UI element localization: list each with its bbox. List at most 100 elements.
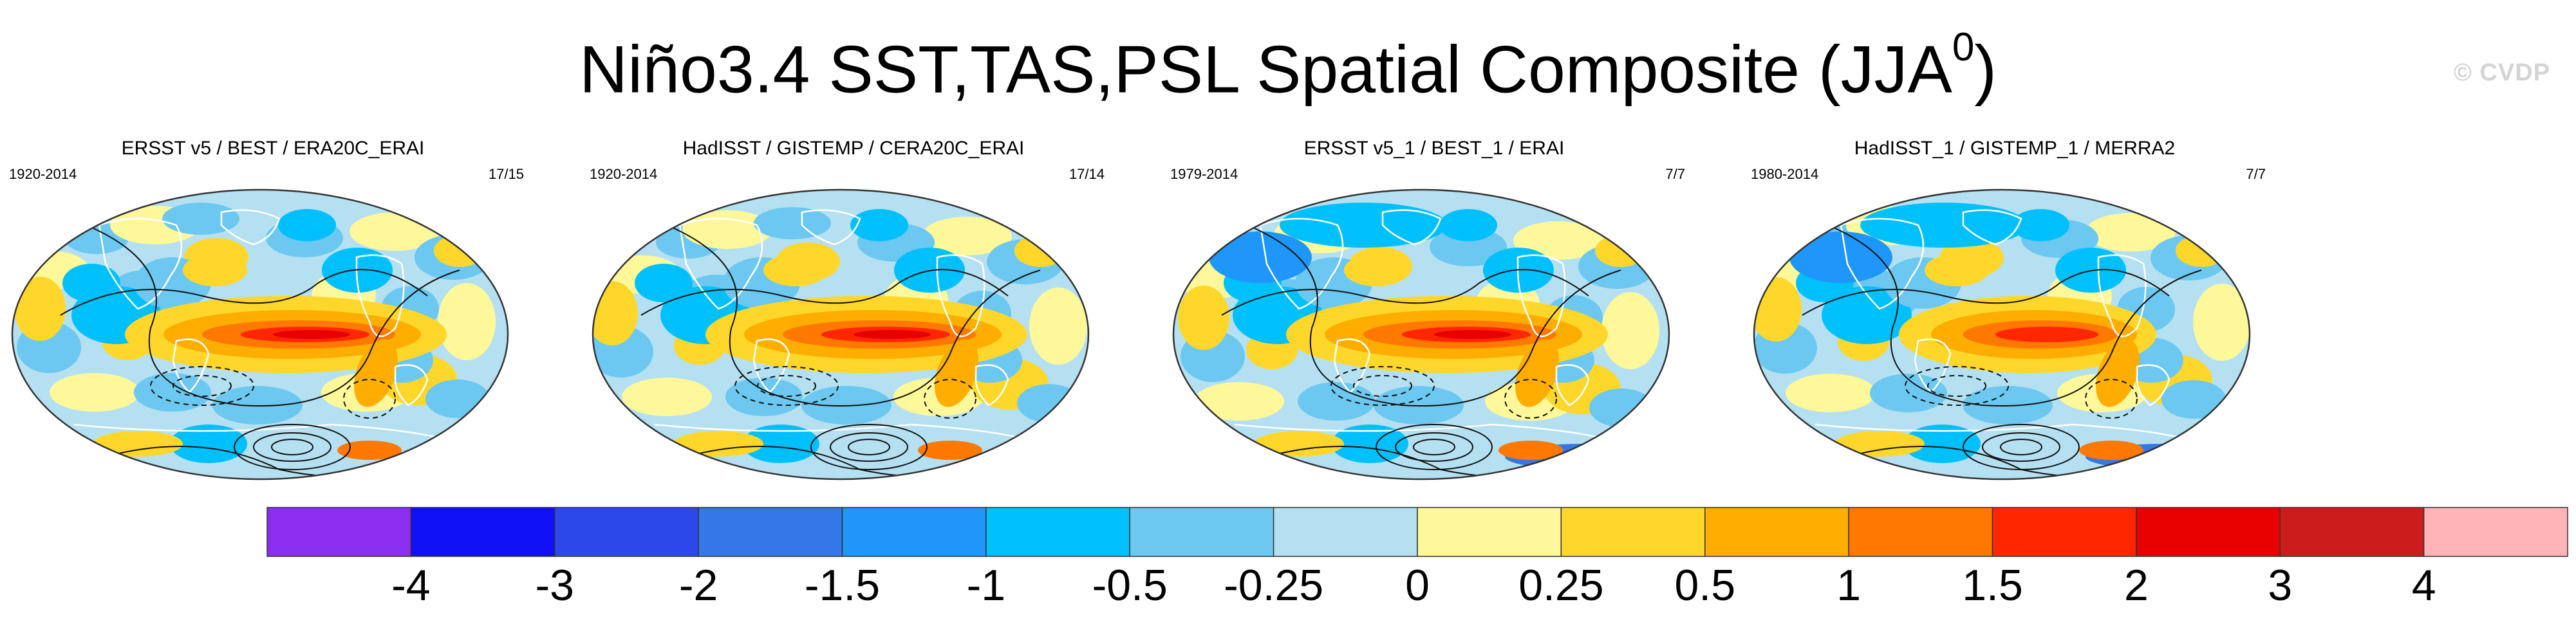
psl-contour-negative <box>1927 375 1986 397</box>
positive-anomaly <box>1789 453 1867 473</box>
positive-anomaly <box>1595 235 1647 267</box>
positive-anomaly <box>2079 441 2143 460</box>
colorbar-swatch <box>1848 507 1993 557</box>
colorbar-swatch <box>2136 507 2281 557</box>
map-border <box>1172 188 1670 480</box>
anomaly-patch <box>162 203 239 235</box>
negative-anomaly <box>2011 209 2069 241</box>
chart-title-close: ) <box>1974 32 1997 107</box>
colorbar-swatch <box>554 507 699 557</box>
coastline <box>220 209 281 246</box>
colorbar-tick-label: 1 <box>1836 561 1862 610</box>
anomaly-patch <box>1430 228 1507 266</box>
el-nino-warm-tongue <box>273 330 350 339</box>
el-nino-warm-tongue <box>1434 330 1511 339</box>
positive-anomaly <box>673 431 763 457</box>
colorbar-swatch <box>2423 507 2568 557</box>
colorbar-swatch <box>1560 507 1706 557</box>
psl-contours <box>640 224 1041 478</box>
coastline <box>73 423 460 445</box>
psl-contours <box>1221 224 1621 478</box>
positive-anomaly <box>918 441 982 460</box>
negative-anomaly <box>635 264 693 302</box>
map-panel: ERSST v5_1 / BEST_1 / ERAI 1979-2014 7/7 <box>1170 135 1698 482</box>
psl-contour <box>1221 269 1589 316</box>
coastline <box>2136 364 2170 407</box>
panel-title: HadISST_1 / GISTEMP_1 / MERRA2 <box>1854 138 2176 159</box>
negative-anomaly <box>1331 425 1408 463</box>
colorbar-tick-label: -1 <box>966 561 1006 610</box>
negative-anomaly <box>278 209 336 241</box>
anomaly-patch <box>622 378 712 416</box>
chart-title-text: Niño3.4 SST,TAS,PSL Spatial Composite (J… <box>579 32 1952 107</box>
psl-contour-negative <box>1504 379 1557 419</box>
negative-anomaly <box>1280 203 1447 248</box>
sst-anomaly-field <box>1754 190 2250 479</box>
positive-anomaly <box>935 339 978 407</box>
map-border <box>1753 188 2251 480</box>
colorbar-swatch <box>698 507 843 557</box>
coastline <box>801 209 861 246</box>
positive-anomaly <box>2176 235 2227 267</box>
colorbar-tick-label: -3 <box>535 561 574 610</box>
sst-anomaly-field <box>12 190 508 479</box>
coastline <box>1234 423 1621 445</box>
panel-period: 1920-2014 <box>9 166 77 182</box>
positive-anomaly <box>434 235 485 267</box>
colorbar-swatch <box>1992 507 2137 557</box>
chart-title-superscript: 0 <box>1952 25 1975 69</box>
psl-contour <box>830 432 908 462</box>
colorbar-tick-label: -2 <box>678 561 718 610</box>
negative-anomaly <box>1209 232 1312 283</box>
coastline <box>172 338 210 394</box>
colorbar-tick-label: -4 <box>391 561 431 610</box>
positive-anomaly <box>1344 254 1408 286</box>
colorbar-tick-label: 3 <box>2268 561 2293 610</box>
colorbar-swatch <box>1129 507 1274 557</box>
anomaly-patch <box>922 217 1012 255</box>
chart-title: Niño3.4 SST,TAS,PSL Spatial Composite (J… <box>0 18 2576 109</box>
psl-contour <box>2000 439 2042 455</box>
psl-contour <box>810 424 928 470</box>
colorbar-swatch <box>1704 507 1849 557</box>
negative-anomaly <box>742 425 819 463</box>
positive-anomaly <box>354 339 398 407</box>
anomaly-patch <box>1786 374 1876 412</box>
map-border <box>592 188 1090 480</box>
colorbar-tick-label: 0.5 <box>1674 561 1736 610</box>
colorbar <box>266 507 2568 557</box>
anomaly-patch <box>1178 286 1229 350</box>
panel-period: 1920-2014 <box>590 166 658 182</box>
anomaly-patch <box>2086 213 2176 251</box>
colorbar-swatch <box>841 507 987 557</box>
positive-anomaly <box>1209 453 1286 473</box>
map-panel: HadISST / GISTEMP / CERA20C_ERAI 1920-201… <box>590 135 1117 482</box>
panel-period: 1980-2014 <box>1751 166 1819 182</box>
psl-contour-negative <box>173 375 232 397</box>
colorbar-swatch <box>1417 507 1562 557</box>
psl-contour-negative <box>1330 366 1435 406</box>
colorbar-swatch <box>1273 507 1418 557</box>
anomaly-patch <box>1029 288 1087 365</box>
colorbar-tick-label: 0.25 <box>1518 561 1604 610</box>
positive-anomaly <box>628 453 705 473</box>
anomaly-patch <box>1017 384 1081 423</box>
positive-anomaly <box>337 441 402 460</box>
anomaly-patch <box>425 380 490 418</box>
psl-contour <box>1982 432 2060 462</box>
sst-anomaly-field <box>593 190 1088 479</box>
positive-anomaly <box>1498 441 1563 460</box>
psl-contour-negative <box>1353 375 1412 397</box>
negative-anomaly <box>1789 232 1892 283</box>
colorbar-tick-label: 0 <box>1405 561 1430 610</box>
anomaly-patch <box>1601 292 1659 369</box>
colorbar-tick-label: -0.5 <box>1092 561 1168 610</box>
positive-anomaly <box>1254 431 1344 457</box>
coastline <box>1555 364 1590 407</box>
colorbar-tick-label: 4 <box>2411 561 2436 610</box>
psl-contour <box>1395 432 1473 462</box>
coastline <box>1517 254 1566 338</box>
psl-contour-negative <box>924 379 976 419</box>
coastline <box>394 364 429 407</box>
anomaly-patch <box>2193 284 2250 361</box>
